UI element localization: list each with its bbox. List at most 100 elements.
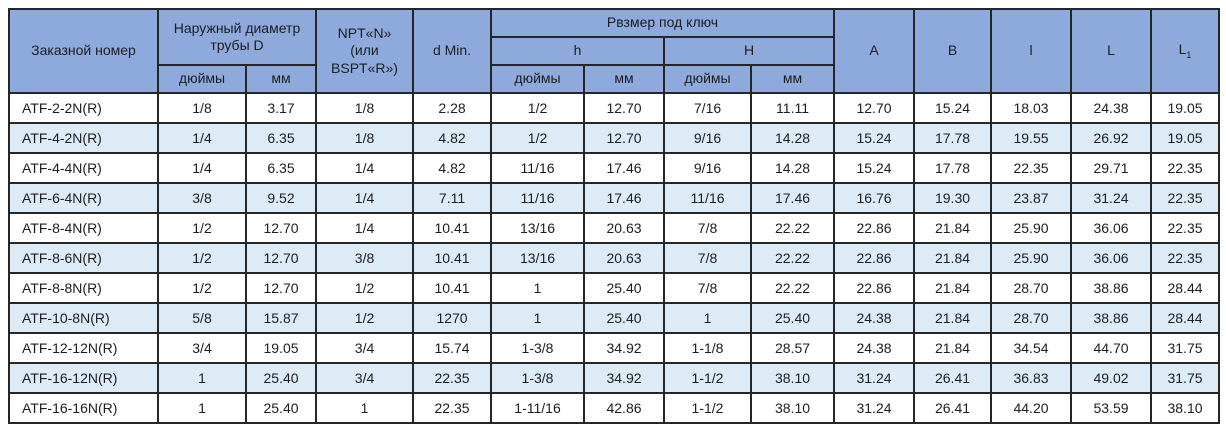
value-cell: 24.38 xyxy=(833,302,916,334)
value-cell: 7/8 xyxy=(663,242,753,274)
value-cell: 21.84 xyxy=(913,212,993,244)
value-cell: 24.38 xyxy=(1070,92,1153,124)
value-cell: 49.02 xyxy=(1070,362,1153,394)
header-col-l1: L1 xyxy=(1150,8,1221,94)
value-cell: 25.40 xyxy=(244,392,318,424)
value-cell: 1 xyxy=(663,302,753,334)
value-cell: 22.22 xyxy=(750,212,836,244)
value-cell: 1/2 xyxy=(315,302,415,334)
value-cell: 31.24 xyxy=(833,362,916,394)
table-row: ATF-2-2N(R) 1/8 3.17 1/8 2.28 1/2 12.70 7/16 11.… xyxy=(8,92,1221,124)
fittings-spec-table: Заказной номер Наружный диаметр трубы D … xyxy=(8,8,1221,424)
value-cell: 18.03 xyxy=(990,92,1073,124)
table-row: ATF-4-2N(R) 1/4 6.35 1/8 4.82 1/2 12.70 9/16 14.… xyxy=(8,122,1221,154)
value-cell: 7/8 xyxy=(663,272,753,304)
value-cell: 1/4 xyxy=(315,152,415,184)
table-row: ATF-16-16N(R) 1 25.40 1 22.35 1-11/16 42.86 1-1… xyxy=(8,392,1221,424)
value-cell: 6.35 xyxy=(244,122,318,154)
value-cell: 21.84 xyxy=(913,332,993,364)
value-cell: 22.35 xyxy=(1150,182,1221,214)
value-cell: 38.86 xyxy=(1070,272,1153,304)
value-cell: 38.10 xyxy=(1150,392,1221,424)
value-cell: 15.24 xyxy=(913,92,993,124)
value-cell: 1/2 xyxy=(157,212,247,244)
table-header: Заказной номер Наружный диаметр трубы D … xyxy=(8,8,1221,94)
order-number-cell: ATF-4-2N(R) xyxy=(8,122,159,154)
table-row: ATF-10-8N(R) 5/8 15.87 1/2 1270 1 25.40 1 25.40 2… xyxy=(8,302,1221,334)
value-cell: 53.59 xyxy=(1070,392,1153,424)
value-cell: 11.11 xyxy=(750,92,836,124)
value-cell: 3/4 xyxy=(315,332,415,364)
value-cell: 1/2 xyxy=(157,242,247,274)
value-cell: 22.35 xyxy=(1150,212,1221,244)
value-cell: 12.70 xyxy=(244,242,318,274)
order-number-cell: ATF-16-16N(R) xyxy=(8,392,159,424)
value-cell: 1-11/16 xyxy=(490,392,586,424)
value-cell: 31.75 xyxy=(1150,362,1221,394)
value-cell: 1/8 xyxy=(157,92,247,124)
header-npt-line1: NPT«N» xyxy=(337,24,392,41)
value-cell: 28.44 xyxy=(1150,302,1221,334)
value-cell: 6.35 xyxy=(244,152,318,184)
value-cell: 3/4 xyxy=(315,362,415,394)
value-cell: 22.35 xyxy=(990,152,1073,184)
value-cell: 44.20 xyxy=(990,392,1073,424)
value-cell: 34.54 xyxy=(990,332,1073,364)
value-cell: 15.87 xyxy=(244,302,318,334)
order-number-cell: ATF-8-4N(R) xyxy=(8,212,159,244)
value-cell: 17.78 xyxy=(913,152,993,184)
order-number-cell: ATF-8-6N(R) xyxy=(8,242,159,274)
value-cell: 10.41 xyxy=(412,212,493,244)
value-cell: 3/4 xyxy=(157,332,247,364)
value-cell: 42.86 xyxy=(583,392,666,424)
value-cell: 17.46 xyxy=(583,182,666,214)
value-cell: 1-1/2 xyxy=(663,392,753,424)
value-cell: 3/8 xyxy=(315,242,415,274)
value-cell: 44.70 xyxy=(1070,332,1153,364)
value-cell: 38.86 xyxy=(1070,302,1153,334)
header-col-b: B xyxy=(913,8,993,94)
value-cell: 36.83 xyxy=(990,362,1073,394)
value-cell: 28.70 xyxy=(990,302,1073,334)
value-cell: 23.87 xyxy=(990,182,1073,214)
value-cell: 38.10 xyxy=(750,392,836,424)
value-cell: 3.17 xyxy=(244,92,318,124)
value-cell: 21.84 xyxy=(913,272,993,304)
value-cell: 28.70 xyxy=(990,272,1073,304)
value-cell: 22.35 xyxy=(1150,242,1221,274)
value-cell: 1-1/2 xyxy=(663,362,753,394)
value-cell: 1/2 xyxy=(490,92,586,124)
value-cell: 1/4 xyxy=(157,152,247,184)
value-cell: 5/8 xyxy=(157,302,247,334)
value-cell: 29.71 xyxy=(1070,152,1153,184)
value-cell: 31.24 xyxy=(833,392,916,424)
value-cell: 20.63 xyxy=(583,242,666,274)
header-outer-diameter-line2: трубы D xyxy=(210,37,264,53)
header-wrench-size: Рвзмер под ключ xyxy=(490,8,836,38)
value-cell: 1/4 xyxy=(315,182,415,214)
value-cell: 26.92 xyxy=(1070,122,1153,154)
value-cell: 4.82 xyxy=(412,122,493,154)
table-row: ATF-8-8N(R) 1/2 12.70 1/2 10.41 1 25.40 7/8 22.2… xyxy=(8,272,1221,304)
order-number-cell: ATF-6-4N(R) xyxy=(8,182,159,214)
value-cell: 10.41 xyxy=(412,272,493,304)
header-h-lower: h xyxy=(490,36,666,66)
value-cell: 16.76 xyxy=(833,182,916,214)
order-number-cell: ATF-16-12N(R) xyxy=(8,362,159,394)
header-col-a: A xyxy=(833,8,916,94)
header-h-upper-mm: мм xyxy=(750,64,836,94)
table-body: ATF-2-2N(R) 1/8 3.17 1/8 2.28 1/2 12.70 7/16 11.… xyxy=(8,92,1221,424)
value-cell: 1-3/8 xyxy=(490,362,586,394)
value-cell: 12.70 xyxy=(583,92,666,124)
value-cell: 1/2 xyxy=(490,122,586,154)
order-number-cell: ATF-2-2N(R) xyxy=(8,92,159,124)
value-cell: 25.40 xyxy=(583,272,666,304)
value-cell: 17.46 xyxy=(750,182,836,214)
value-cell: 1/8 xyxy=(315,122,415,154)
value-cell: 22.22 xyxy=(750,272,836,304)
header-h-lower-mm: мм xyxy=(583,64,666,94)
order-number-cell: ATF-4-4N(R) xyxy=(8,152,159,184)
value-cell: 25.40 xyxy=(583,302,666,334)
value-cell: 1 xyxy=(490,272,586,304)
